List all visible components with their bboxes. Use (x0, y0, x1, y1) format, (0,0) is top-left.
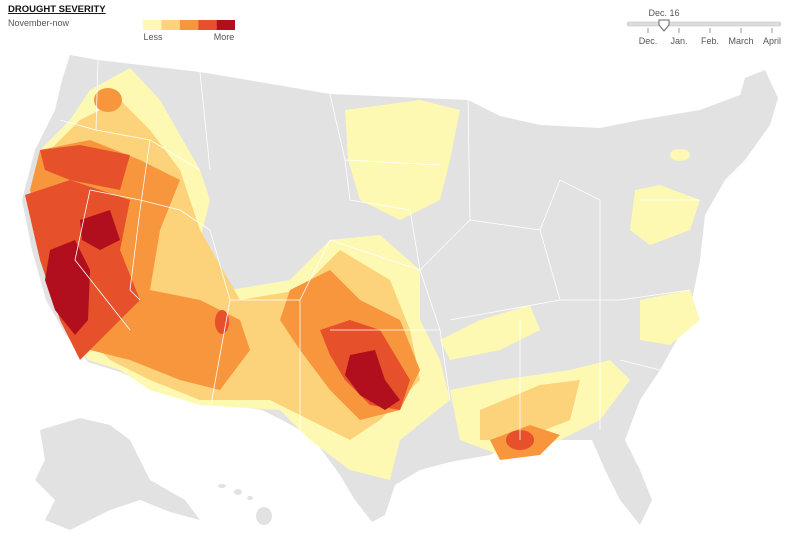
legend (143, 20, 235, 30)
drought-level-area (670, 149, 690, 161)
drought-level-area (94, 88, 122, 112)
slider-current: Dec. 16 (648, 8, 679, 18)
slider-track[interactable] (626, 21, 782, 27)
title: DROUGHT SEVERITY (8, 4, 106, 15)
drought-level-area (345, 100, 460, 220)
slider-label: March (728, 36, 753, 46)
hawaii (218, 484, 272, 525)
date-slider[interactable]: Dec. 16 Dec. Jan. Feb. March April (626, 8, 782, 46)
legend-high: More (214, 32, 235, 42)
subtitle: November-now (8, 18, 70, 28)
map (22, 55, 778, 530)
legend-swatch (216, 20, 235, 30)
drought-level-area (440, 305, 540, 360)
slider-thumb[interactable] (658, 19, 670, 32)
drought-level-area (345, 350, 400, 410)
legend-low: Less (143, 32, 163, 42)
alaska (35, 418, 200, 530)
slider-label: April (763, 36, 781, 46)
legend-swatch (143, 20, 162, 30)
slider-labels: Dec. Jan. Feb. March April (639, 28, 781, 46)
slider-label: Feb. (701, 36, 719, 46)
drought-level-area (45, 240, 90, 335)
legend-swatch (198, 20, 217, 30)
drought-level-area (640, 290, 700, 345)
slider-label: Jan. (670, 36, 687, 46)
drought-level-area (80, 210, 120, 250)
legend-swatch (161, 20, 180, 30)
state-borders (59, 59, 700, 440)
legend-swatch (179, 20, 199, 30)
slider-label: Dec. (639, 36, 658, 46)
drought-level-area (215, 310, 229, 334)
drought-level-area (40, 145, 130, 190)
drought-level-area (480, 380, 580, 440)
